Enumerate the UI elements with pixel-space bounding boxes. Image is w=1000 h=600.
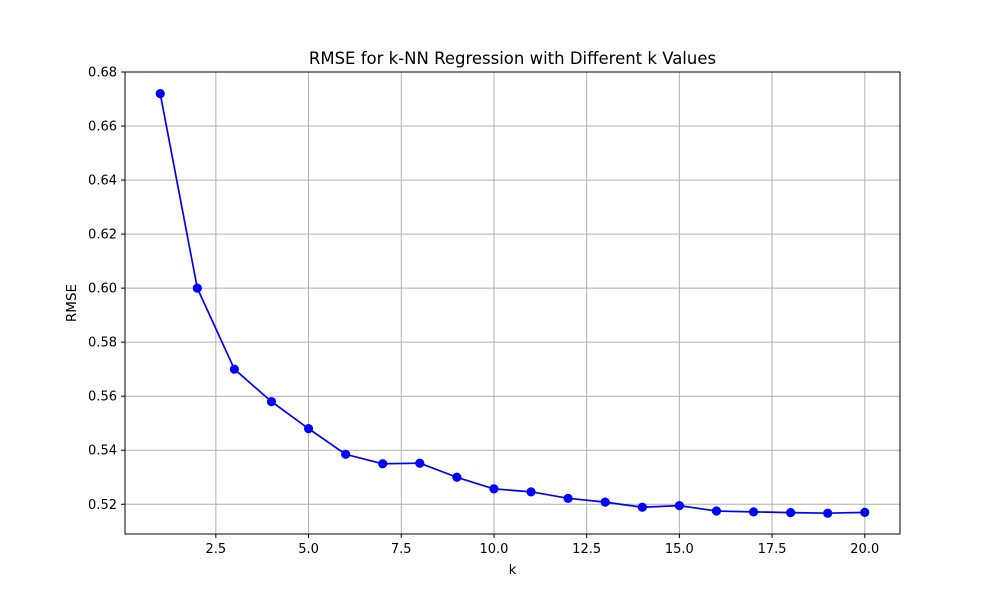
y-tick-label: 0.68 — [88, 66, 117, 81]
data-point — [341, 449, 351, 459]
y-axis: 0.52 0.54 0.56 0.58 0.60 0.62 0.64 0.66 0.68 — [88, 66, 125, 513]
x-tick-label: 7.5 — [391, 542, 412, 557]
y-tick-label: 0.52 — [88, 498, 117, 513]
plot-area-frame — [124, 71, 901, 535]
x-axis: 2.5 5.0 7.5 10.0 12.5 15.0 17.5 20.0 — [206, 534, 879, 557]
x-tick-label: 20.0 — [850, 542, 879, 557]
data-point — [748, 507, 759, 517]
x-tick-label: 15.0 — [665, 542, 694, 557]
x-axis-label: k — [509, 562, 517, 578]
data-point — [786, 508, 796, 518]
data-point — [303, 424, 314, 434]
data-point — [192, 283, 202, 293]
data-point — [860, 507, 870, 517]
x-tick-label: 2.5 — [206, 542, 227, 557]
chart-title: RMSE for k-NN Regression with Different … — [309, 49, 716, 68]
x-tick-label: 12.5 — [572, 542, 601, 557]
y-tick-label: 0.58 — [88, 336, 117, 351]
data-point — [452, 472, 462, 482]
y-tick-label: 0.62 — [88, 228, 117, 243]
y-tick-label: 0.56 — [88, 390, 117, 405]
data-point — [563, 493, 573, 503]
x-tick-label: 17.5 — [758, 542, 787, 557]
y-tick-label: 0.64 — [88, 174, 117, 189]
data-point — [674, 501, 684, 511]
series-line — [159, 93, 865, 515]
data-point — [155, 89, 165, 99]
data-point — [378, 459, 388, 469]
data-point — [229, 364, 239, 374]
data-point — [489, 484, 499, 494]
y-tick-label: 0.54 — [88, 444, 117, 459]
data-point — [266, 397, 277, 407]
x-tick-label: 10.0 — [479, 542, 508, 557]
series-layer — [155, 89, 870, 518]
data-point — [526, 487, 536, 497]
x-tick-label: 5.0 — [298, 542, 319, 557]
y-axis-label: RMSE — [64, 284, 80, 322]
y-tick-label: 0.60 — [88, 282, 117, 297]
y-tick-label: 0.66 — [88, 120, 117, 135]
data-point — [415, 458, 425, 468]
data-point — [711, 506, 722, 516]
data-point — [823, 508, 833, 518]
data-point — [637, 502, 647, 512]
data-point — [600, 497, 610, 507]
